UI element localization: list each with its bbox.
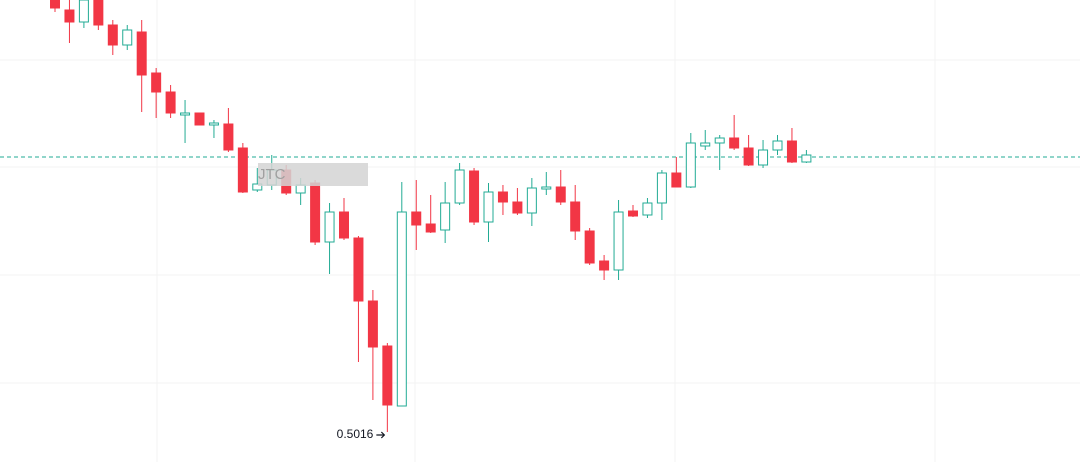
candle-body bbox=[570, 201, 581, 232]
candle-body bbox=[78, 0, 89, 23]
candle-body bbox=[353, 237, 364, 302]
candle-body bbox=[93, 0, 104, 26]
candle-body bbox=[628, 210, 638, 217]
candle-body bbox=[772, 140, 783, 151]
symbol-overlay: JTC bbox=[258, 163, 368, 186]
candle-body bbox=[64, 9, 75, 23]
candle-body bbox=[107, 24, 118, 46]
candle-body bbox=[584, 230, 595, 264]
candle-body bbox=[613, 211, 624, 271]
candle-body bbox=[425, 223, 436, 233]
candle-body bbox=[122, 29, 133, 46]
candle-body bbox=[310, 182, 321, 243]
candle-body bbox=[729, 137, 740, 149]
candle-body bbox=[656, 172, 667, 204]
candle-body bbox=[165, 91, 176, 114]
candle-body bbox=[497, 191, 508, 203]
candle-body bbox=[50, 0, 60, 9]
candle-body bbox=[526, 187, 537, 214]
candle-body bbox=[136, 31, 147, 76]
min-low-arrow bbox=[376, 431, 386, 439]
overlay-label: JTC bbox=[258, 166, 286, 183]
candle-body bbox=[743, 147, 754, 166]
candle-body bbox=[758, 149, 769, 166]
candle-body bbox=[295, 184, 306, 194]
candle-body bbox=[194, 112, 205, 126]
candle-body bbox=[180, 112, 191, 116]
candle-body bbox=[454, 169, 465, 204]
candle-body bbox=[555, 186, 566, 203]
candle-body bbox=[599, 260, 610, 271]
candle-body bbox=[512, 201, 523, 214]
candle-body bbox=[801, 154, 812, 163]
candle-body bbox=[541, 186, 552, 190]
candle-body bbox=[367, 300, 378, 348]
candle-body bbox=[469, 170, 480, 223]
candle-body bbox=[223, 123, 234, 151]
candle-body bbox=[714, 137, 725, 144]
candle-body bbox=[483, 191, 494, 223]
candle-body bbox=[786, 140, 797, 163]
min-low-label: 0.5016 bbox=[337, 427, 374, 441]
candle-body bbox=[151, 72, 162, 93]
candle-body bbox=[208, 122, 219, 126]
candle-body bbox=[382, 345, 393, 406]
candle-body bbox=[339, 211, 349, 239]
candle-body bbox=[324, 211, 335, 243]
candle-body bbox=[440, 202, 451, 231]
candle-body bbox=[642, 202, 653, 216]
overlay-box bbox=[258, 163, 368, 186]
candle-body bbox=[700, 142, 711, 147]
candle-body bbox=[685, 142, 696, 188]
candle-body bbox=[396, 211, 407, 407]
candle-body bbox=[252, 183, 263, 191]
candle-body bbox=[237, 147, 248, 193]
candle-body bbox=[411, 211, 422, 226]
candle-body bbox=[671, 172, 682, 188]
